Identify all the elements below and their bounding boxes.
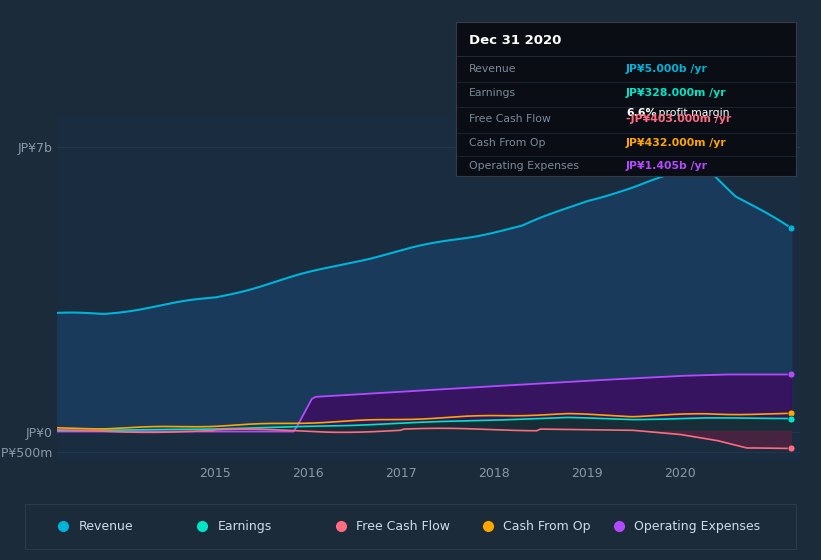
Text: Dec 31 2020: Dec 31 2020	[470, 34, 562, 48]
Text: JP¥5.000b /yr: JP¥5.000b /yr	[626, 64, 708, 73]
Text: Revenue: Revenue	[470, 64, 516, 73]
Text: Operating Expenses: Operating Expenses	[470, 161, 580, 171]
Text: Free Cash Flow: Free Cash Flow	[356, 520, 451, 533]
Text: JP¥432.000m /yr: JP¥432.000m /yr	[626, 138, 727, 147]
Text: Cash From Op: Cash From Op	[503, 520, 590, 533]
Text: JP¥328.000m /yr: JP¥328.000m /yr	[626, 88, 727, 98]
Text: -JP¥403.000m /yr: -JP¥403.000m /yr	[626, 114, 732, 124]
Text: profit margin: profit margin	[655, 108, 730, 118]
Text: JP¥1.405b /yr: JP¥1.405b /yr	[626, 161, 708, 171]
Text: Earnings: Earnings	[470, 88, 516, 98]
Text: 6.6%: 6.6%	[626, 108, 657, 118]
Text: Revenue: Revenue	[79, 520, 133, 533]
Text: Operating Expenses: Operating Expenses	[635, 520, 760, 533]
Text: Cash From Op: Cash From Op	[470, 138, 546, 147]
Text: Free Cash Flow: Free Cash Flow	[470, 114, 551, 124]
Text: Earnings: Earnings	[218, 520, 272, 533]
